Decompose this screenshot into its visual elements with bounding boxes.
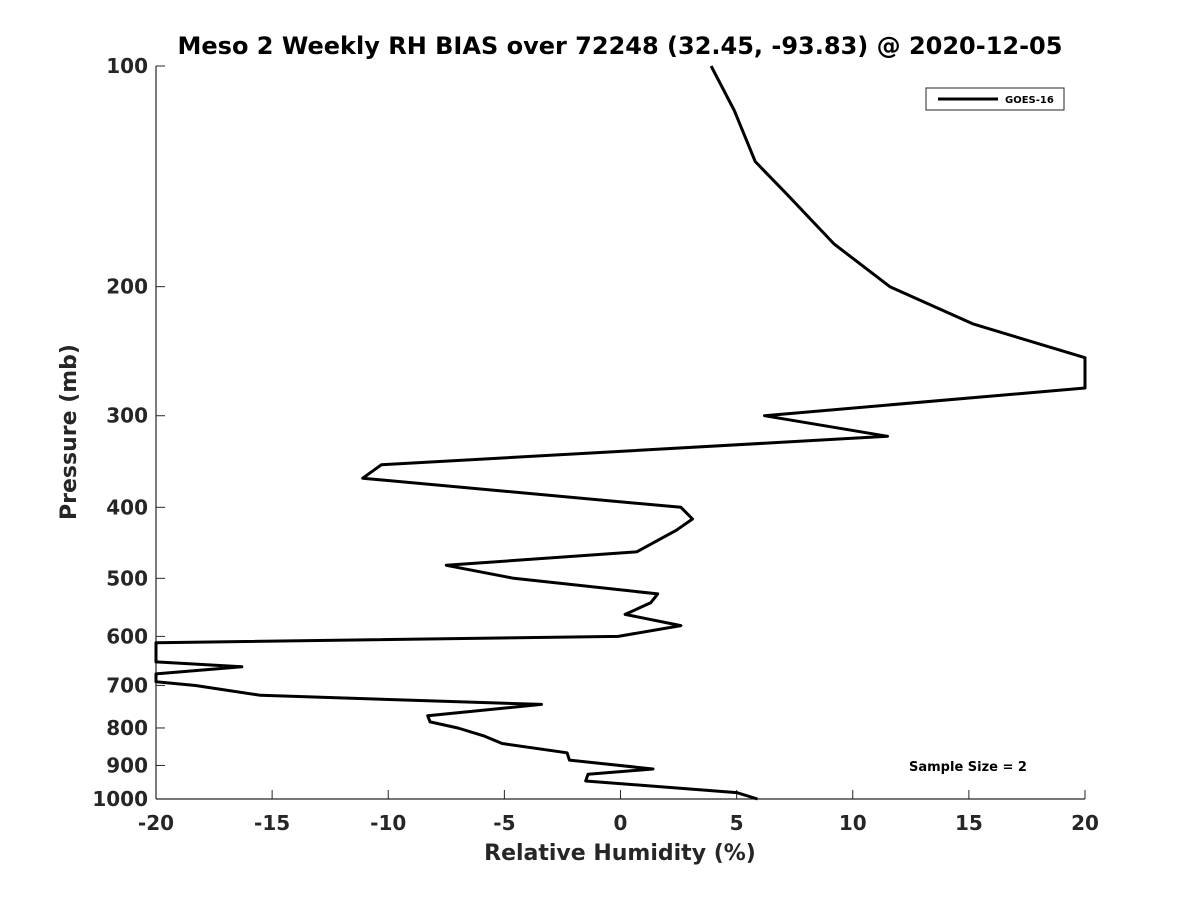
y-tick-label: 500 bbox=[106, 566, 148, 590]
x-tick-label: 20 bbox=[1071, 811, 1099, 835]
x-tick-label: -20 bbox=[138, 811, 174, 835]
plot-area: -20 -15 -10 -5 0 5 10 15 20 100 200 300 400 500 600 70… bbox=[92, 54, 1099, 835]
y-axis-label: Pressure (mb) bbox=[57, 344, 82, 520]
x-tick-label: -10 bbox=[370, 811, 406, 835]
sample-size-annotation: Sample Size = 2 bbox=[909, 760, 1027, 775]
plot-background bbox=[156, 66, 1085, 799]
legend-entry-goes-16: GOES-16 bbox=[1005, 95, 1054, 106]
y-tick-label: 400 bbox=[106, 495, 148, 519]
y-tick-label: 900 bbox=[106, 753, 148, 777]
y-tick-label: 600 bbox=[106, 624, 148, 648]
series-line-goes-16 bbox=[154, 65, 1087, 801]
legend: GOES-16 bbox=[925, 87, 1065, 111]
x-ticks: -20 -15 -10 -5 0 5 10 15 20 bbox=[138, 790, 1099, 835]
y-tick-label: 300 bbox=[106, 404, 148, 428]
x-tick-label: 15 bbox=[955, 811, 983, 835]
y-ticks: 100 200 300 400 500 600 700 800 900 1000 bbox=[92, 54, 165, 811]
y-tick-label: 800 bbox=[106, 716, 148, 740]
y-tick-label: 700 bbox=[106, 673, 148, 697]
x-tick-label: -5 bbox=[493, 811, 515, 835]
y-tick-label: 100 bbox=[106, 54, 148, 78]
chart-title: Meso 2 Weekly RH BIAS over 72248 (32.45,… bbox=[178, 32, 1063, 60]
x-tick-label: 10 bbox=[839, 811, 867, 835]
x-axis-label: Relative Humidity (%) bbox=[484, 841, 756, 866]
x-tick-label: -15 bbox=[254, 811, 290, 835]
x-tick-label: 5 bbox=[730, 811, 744, 835]
x-tick-label: 0 bbox=[614, 811, 628, 835]
y-tick-label: 1000 bbox=[92, 787, 148, 811]
y-tick-label: 200 bbox=[106, 275, 148, 299]
